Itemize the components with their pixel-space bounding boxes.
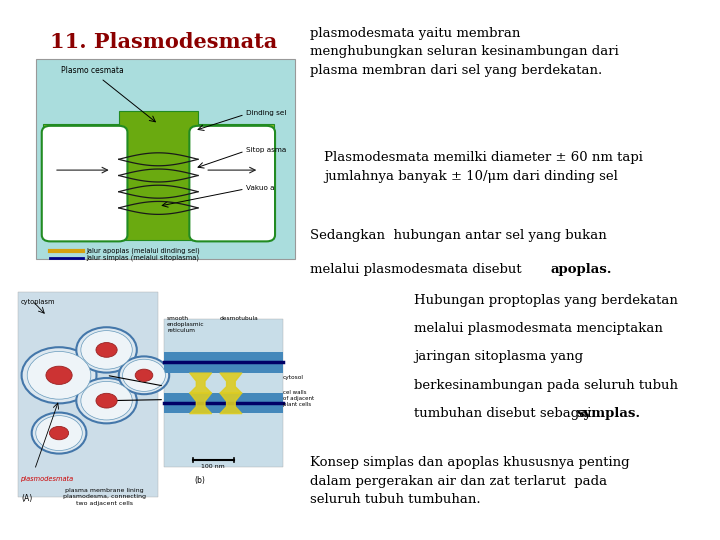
Text: Hubungan proptoplas yang berdekatan: Hubungan proptoplas yang berdekatan — [414, 294, 678, 307]
Text: plasmodesmata: plasmodesmata — [20, 476, 73, 482]
Ellipse shape — [46, 366, 72, 384]
Text: Jalur simplas (melalui sitoplasma): Jalur simplas (melalui sitoplasma) — [86, 255, 199, 261]
Text: cytosol: cytosol — [283, 375, 304, 381]
Text: melalui plasmodesmata disebut: melalui plasmodesmata disebut — [310, 263, 526, 276]
FancyBboxPatch shape — [119, 111, 198, 240]
Text: melalui plasmodesmata menciptakan: melalui plasmodesmata menciptakan — [414, 322, 663, 335]
Text: tumbuhan disebut sebagai: tumbuhan disebut sebagai — [414, 407, 595, 420]
Circle shape — [22, 347, 96, 403]
Text: berkesinambungan pada seluruh tubuh: berkesinambungan pada seluruh tubuh — [414, 379, 678, 392]
FancyBboxPatch shape — [189, 126, 275, 241]
Text: 11. Plasmodesmata: 11. Plasmodesmata — [50, 32, 278, 52]
Text: Sitop asma: Sitop asma — [246, 147, 287, 153]
Text: Sedangkan  hubungan antar sel yang bukan: Sedangkan hubungan antar sel yang bukan — [310, 230, 606, 242]
Text: 100 nm: 100 nm — [202, 464, 225, 469]
Circle shape — [32, 413, 86, 454]
Text: Plasmodesmata memilki diameter ± 60 nm tapi
jumlahnya banyak ± 10/μm dari dindin: Plasmodesmata memilki diameter ± 60 nm t… — [324, 151, 643, 183]
Text: apoplas.: apoplas. — [551, 263, 612, 276]
Bar — [164, 393, 283, 413]
Circle shape — [27, 352, 91, 399]
Circle shape — [36, 416, 82, 450]
Text: Dinding sel: Dinding sel — [246, 110, 287, 117]
Text: Konsep simplas dan apoplas khususnya penting
dalam pergerakan air dan zat terlar: Konsep simplas dan apoplas khususnya pen… — [310, 456, 629, 507]
Ellipse shape — [135, 369, 153, 381]
Ellipse shape — [96, 342, 117, 357]
Bar — [164, 352, 283, 373]
Circle shape — [119, 356, 169, 394]
Text: plasma membrane lining
plasmodesma, connecting
two adjacent cells: plasma membrane lining plasmodesma, conn… — [63, 488, 146, 505]
Circle shape — [122, 359, 166, 392]
Text: (A): (A) — [22, 494, 33, 503]
Text: (b): (b) — [194, 476, 205, 485]
Bar — [36, 59, 295, 259]
Text: jaringan sitoplasma yang: jaringan sitoplasma yang — [414, 350, 583, 363]
Bar — [18, 292, 158, 497]
Ellipse shape — [96, 393, 117, 408]
Circle shape — [76, 327, 137, 373]
Ellipse shape — [50, 427, 68, 440]
Bar — [43, 124, 274, 138]
Circle shape — [81, 381, 132, 420]
Text: Plasmo cesmata: Plasmo cesmata — [61, 65, 124, 75]
Text: desmotubula: desmotubula — [220, 316, 258, 321]
Circle shape — [76, 378, 137, 423]
Text: cel walls
of adjacent
plant cells: cel walls of adjacent plant cells — [283, 390, 314, 407]
Text: symplas.: symplas. — [577, 407, 641, 420]
Text: Vakuo a: Vakuo a — [246, 185, 275, 191]
Text: Jalur apoplas (melalui dinding sel): Jalur apoplas (melalui dinding sel) — [86, 248, 200, 254]
Text: cytoplasm: cytoplasm — [20, 299, 55, 305]
Bar — [43, 224, 274, 238]
Text: smooth
endoplasmic
reticulum: smooth endoplasmic reticulum — [167, 316, 204, 333]
Bar — [164, 319, 283, 467]
Circle shape — [81, 330, 132, 369]
FancyBboxPatch shape — [42, 126, 127, 241]
Text: plasmodesmata yaitu membran
menghubungkan seluran kesinambungan dari
plasma memb: plasmodesmata yaitu membran menghubungka… — [310, 27, 618, 77]
